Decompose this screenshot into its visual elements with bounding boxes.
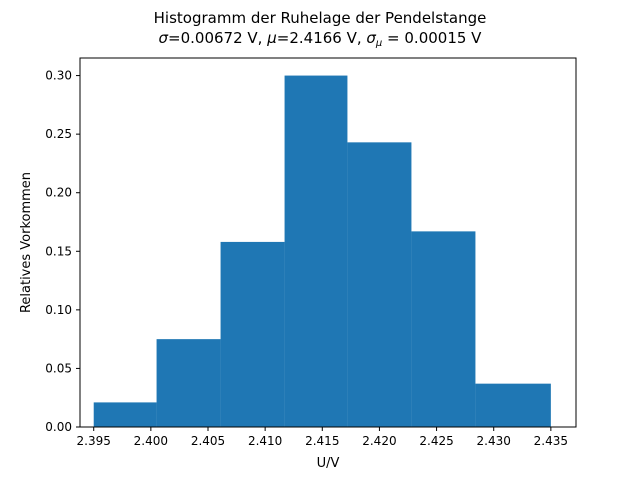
histogram-bar-7: [475, 383, 551, 427]
sigma-symbol: σ: [158, 29, 169, 47]
histogram-bar-3: [220, 241, 285, 427]
x-tick-label: 2.415: [305, 434, 339, 448]
chart-subtitle: σ=0.00672 V, μ=2.4166 V, σμ = 0.00015 V: [0, 29, 640, 49]
y-tick-label: 0.00: [45, 420, 72, 434]
sigma-mu-symbol: σ: [366, 29, 376, 47]
histogram-bar-2: [156, 339, 221, 427]
y-tick-label: 0.25: [45, 127, 72, 141]
y-tick-label: 0.30: [45, 69, 72, 83]
x-axis-label: U/V: [317, 456, 340, 471]
x-tick-label: 2.420: [362, 434, 396, 448]
y-axis-label: Relatives Vorkommen: [19, 172, 34, 313]
x-tick-label: 2.405: [191, 434, 225, 448]
histogram-bar-1: [93, 402, 157, 427]
histogram-bar-6: [411, 231, 476, 427]
sigma-value: =0.00672 V,: [168, 29, 268, 47]
chart-title: Histogramm der Ruhelage der Pendelstange: [153, 9, 487, 27]
x-tick-label: 2.430: [477, 434, 511, 448]
mu-value: =2.4166 V,: [276, 29, 367, 47]
y-ticks-group: 0.00 0.05 0.10 0.15 0.20 0.25 0.30: [45, 69, 80, 434]
x-ticks-group: 2.395 2.400 2.405 2.410 2.415 2.420 2.425 2.430…: [77, 427, 568, 448]
y-tick-label: 0.20: [45, 186, 72, 200]
y-tick-label: 0.10: [45, 303, 72, 317]
y-tick-label: 0.15: [45, 244, 72, 258]
x-tick-label: 2.425: [419, 434, 453, 448]
x-tick-label: 2.395: [77, 434, 111, 448]
x-tick-label: 2.400: [134, 434, 168, 448]
sigma-mu-subscript: μ: [375, 38, 383, 49]
histogram-bar-5: [347, 142, 412, 428]
x-tick-label: 2.410: [248, 434, 282, 448]
mu-symbol: μ: [267, 29, 277, 47]
axes-frame: [79, 57, 577, 428]
sigma-mu-value: = 0.00015 V: [382, 29, 482, 47]
bars-group: [93, 75, 551, 428]
y-tick-label: 0.05: [45, 361, 72, 375]
histogram-bar-4: [284, 75, 348, 428]
x-tick-label: 2.435: [534, 434, 568, 448]
